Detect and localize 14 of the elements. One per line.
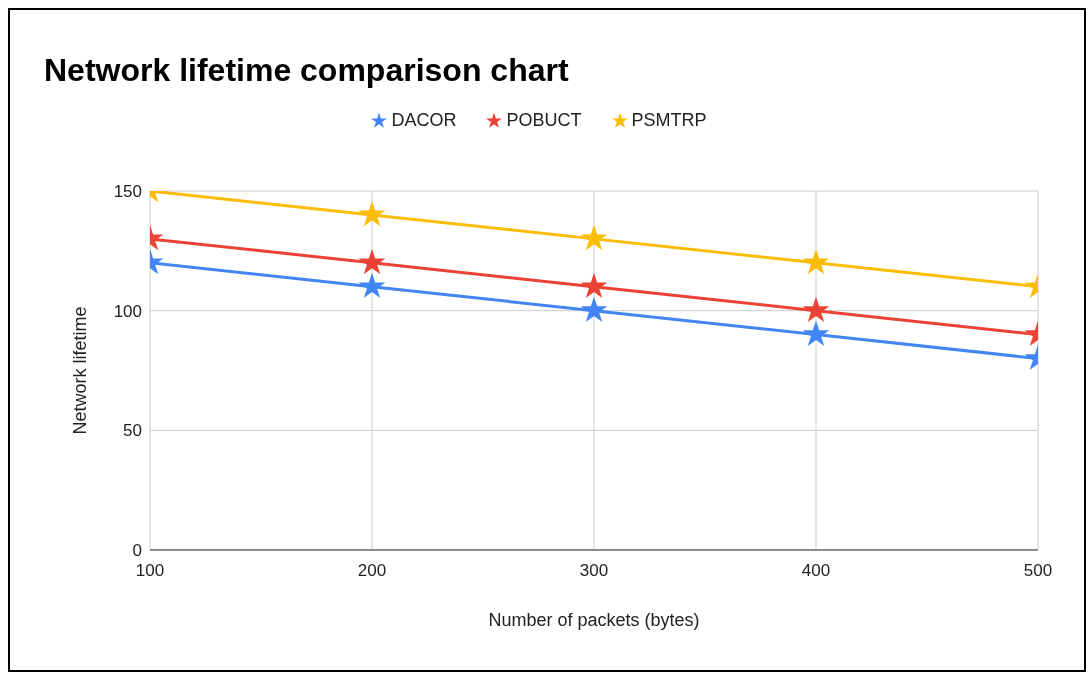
y-tick-label: 50 <box>123 421 142 441</box>
x-tick-label: 200 <box>357 561 387 581</box>
legend-label: DACOR <box>391 110 457 130</box>
legend-label: PSMTRP <box>631 110 707 130</box>
chart-title: Network lifetime comparison chart <box>44 52 569 89</box>
x-tick-label: 300 <box>579 561 609 581</box>
y-tick-label: 100 <box>113 301 142 321</box>
x-tick-label: 400 <box>801 561 831 581</box>
y-tick-label: 0 <box>132 541 142 561</box>
y-tick-label: 150 <box>113 182 142 202</box>
legend-label: POBUCT <box>506 110 582 130</box>
y-axis-title: Network lifetime <box>70 306 91 435</box>
x-tick-label: 500 <box>1023 561 1053 581</box>
x-axis-title: Number of packets (bytes) <box>488 610 700 630</box>
